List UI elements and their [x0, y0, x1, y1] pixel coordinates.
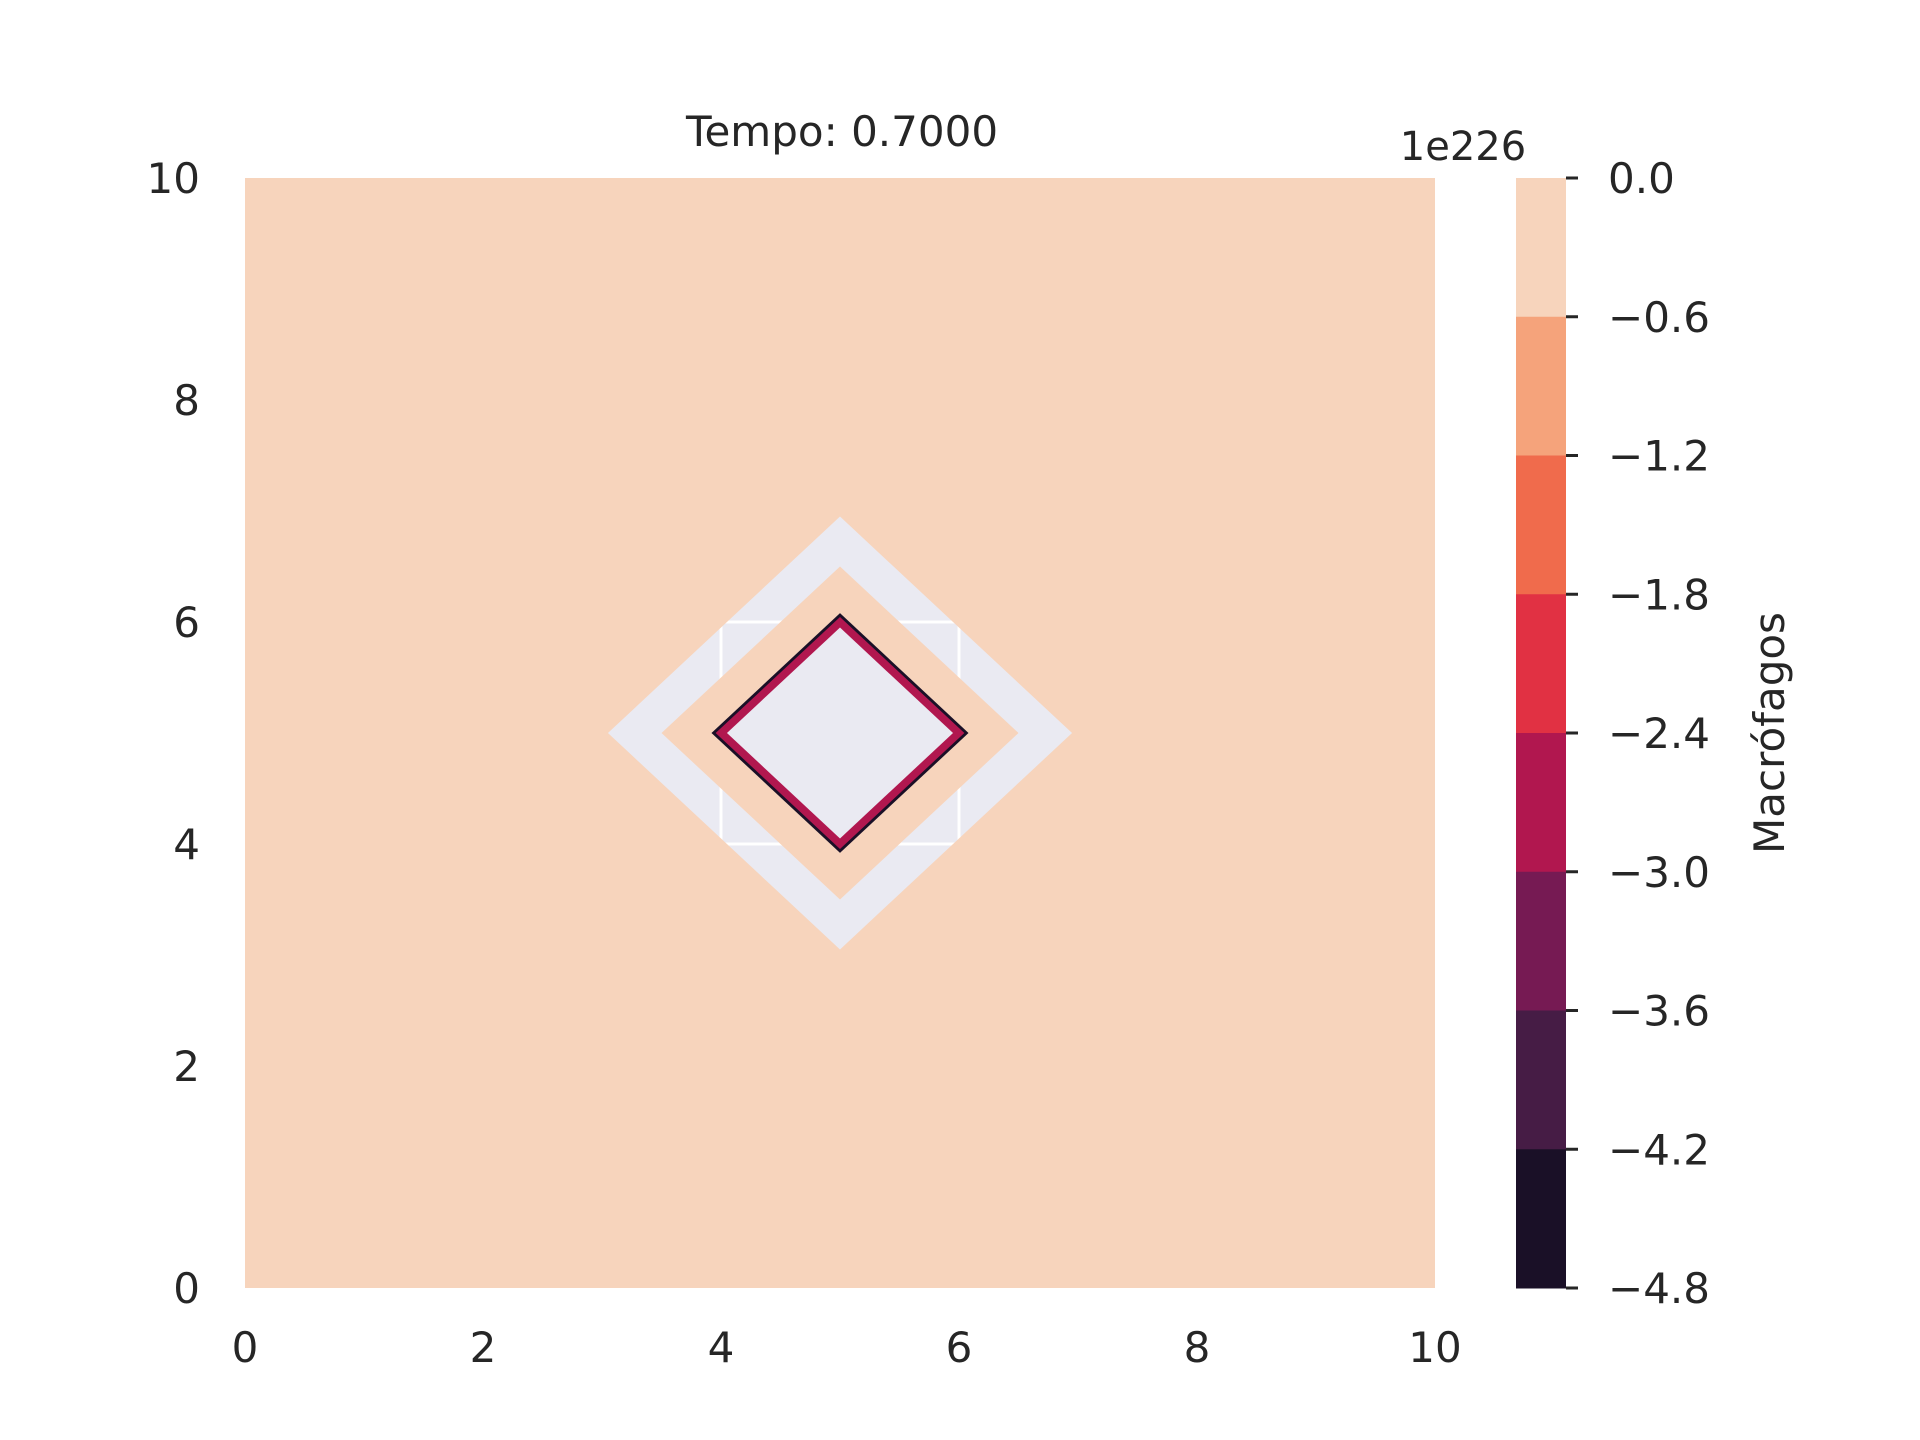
colorbar-segment — [1516, 1010, 1566, 1150]
x-tick-label: 4 — [708, 1323, 735, 1372]
colorbar-tick-label: −4.2 — [1608, 1125, 1710, 1174]
colorbar-tick-label: −1.2 — [1608, 432, 1710, 481]
colorbar-segment — [1516, 733, 1566, 873]
colorbar-segment — [1516, 316, 1566, 456]
colorbar-label: Macrófagos — [1745, 612, 1794, 854]
colorbar-segment — [1516, 178, 1566, 318]
inner-blank-region — [726, 627, 954, 839]
colorbar-tick-label: −3.6 — [1608, 987, 1710, 1036]
colorbar: 0.0 −0.6 −1.2 −1.8 −2.4 −3.0 −3.6 −4.2 −4.8 — [1516, 154, 1710, 1313]
x-tick-label: 0 — [232, 1323, 259, 1372]
x-tick-label: 2 — [470, 1323, 497, 1372]
colorbar-tick-label: −1.8 — [1608, 570, 1710, 619]
x-tick-label: 10 — [1408, 1323, 1461, 1372]
colorbar-segment — [1516, 871, 1566, 1011]
colorbar-segment — [1516, 594, 1566, 734]
colorbar-tick-label: −0.6 — [1608, 293, 1710, 342]
colorbar-tick-label: −4.8 — [1608, 1264, 1710, 1313]
y-tick-label: 0 — [173, 1264, 200, 1313]
colorbar-segment — [1516, 455, 1566, 595]
y-tick-label: 10 — [147, 154, 200, 203]
colorbar-offset-text: 1e226 — [1400, 124, 1526, 170]
y-tick-label: 4 — [173, 820, 200, 869]
colorbar-tick-label: −3.0 — [1608, 848, 1710, 897]
y-tick-label: 6 — [173, 598, 200, 647]
y-tick-label: 2 — [173, 1042, 200, 1091]
chart-title: Tempo: 0.7000 — [685, 107, 998, 156]
colorbar-segment — [1516, 1149, 1566, 1289]
y-tick-label: 8 — [173, 376, 200, 425]
plot-area — [243, 176, 1437, 1290]
x-tick-label: 8 — [1184, 1323, 1211, 1372]
x-tick-label: 6 — [946, 1323, 973, 1372]
y-axis: 0 2 4 6 8 10 — [147, 154, 200, 1313]
x-axis: 0 2 4 6 8 10 — [232, 1323, 1462, 1372]
colorbar-tick-label: −2.4 — [1608, 709, 1710, 758]
colorbar-tick-label: 0.0 — [1608, 154, 1675, 203]
